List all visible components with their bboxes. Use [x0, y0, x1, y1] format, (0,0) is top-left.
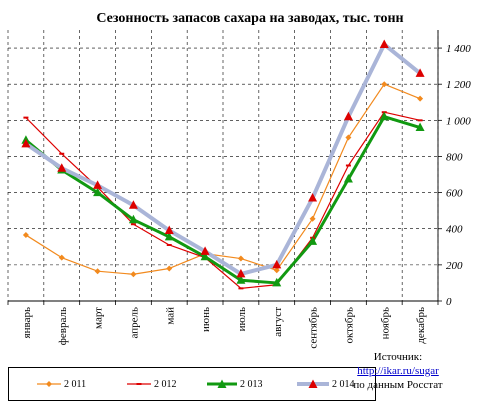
legend-item-2011: 2 011: [37, 368, 86, 400]
x-tick-label: август: [272, 307, 284, 337]
series-line-2011: [25, 83, 421, 275]
data-point-2013: [379, 111, 389, 121]
x-tick-label: ноябрь: [379, 307, 391, 339]
data-point-2011: [417, 95, 424, 102]
x-tick-label: октябрь: [343, 307, 355, 344]
data-point-2013: [128, 214, 138, 224]
data-point-2013: [236, 275, 246, 284]
y-tick-label: 400: [446, 224, 463, 236]
y-tick-label: 200: [446, 260, 463, 272]
x-tick-label: декабрь: [415, 307, 427, 344]
data-point-2014: [415, 68, 425, 77]
data-point-2012: [417, 119, 423, 122]
legend-swatch-2013: [207, 379, 237, 388]
data-point-2011: [94, 268, 101, 275]
data-point-2013: [415, 122, 425, 132]
y-tick-labels: 0 200 400 600 800 1 000 1 200 1 400: [446, 43, 471, 308]
data-point-2011: [381, 81, 388, 88]
legend-label-2012: 2 012: [154, 378, 177, 390]
legend-swatch-2011: [37, 381, 61, 387]
x-tick-label: сентябрь: [308, 307, 320, 349]
y-tick-label: 1 200: [446, 79, 471, 91]
x-tick-label: май: [164, 307, 176, 325]
x-tick-labels: январь февраль март апрель май июнь июль август…: [21, 307, 427, 349]
data-point-2011: [345, 134, 352, 141]
data-point-2011: [273, 267, 280, 274]
legend-swatch-2012: [127, 383, 151, 385]
data-point-2014: [164, 225, 174, 235]
y-tick-label: 800: [446, 151, 463, 163]
data-point-2014: [343, 111, 353, 121]
data-point-2011: [130, 271, 137, 278]
legend-label-2014: 2 014: [332, 378, 355, 390]
data-point-2014: [128, 200, 138, 209]
data-point-2013: [343, 174, 353, 183]
data-point-2012: [23, 116, 29, 119]
legend-swatch-2014: [297, 379, 329, 388]
x-tick-label: апрель: [128, 307, 140, 339]
axes: [7, 30, 442, 305]
data-point-2014: [21, 138, 31, 148]
data-point-2014: [57, 163, 67, 172]
y-tick-label: 1 400: [446, 43, 471, 55]
data-point-2014: [272, 259, 282, 269]
data-point-2012: [238, 287, 244, 290]
series-line-2014: [24, 42, 422, 276]
source-label: Источник:: [373, 351, 423, 363]
x-tick-label: июль: [236, 307, 248, 331]
data-point-2013: [93, 187, 103, 197]
data-point-2014: [93, 180, 103, 189]
data-point-2011: [237, 255, 244, 262]
data-point-2012: [166, 243, 172, 246]
legend-item-2012: 2 012: [127, 368, 177, 400]
data-point-2012: [345, 164, 351, 167]
data-point-2011: [22, 232, 29, 239]
legend-label-2011: 2 011: [64, 378, 87, 390]
data-point-2011: [309, 215, 316, 222]
data-point-2013: [272, 277, 282, 287]
data-point-2011: [166, 265, 173, 272]
data-point-2011: [58, 254, 65, 261]
data-point-2013: [164, 231, 174, 241]
x-tick-label: февраль: [57, 307, 69, 345]
x-tick-label: март: [93, 307, 105, 329]
data-point-2014: [200, 246, 210, 255]
series-lines: [24, 42, 422, 289]
series-line-2013: [24, 115, 421, 285]
legend-item-2013: 2 013: [207, 368, 263, 400]
data-point-2014: [308, 193, 318, 202]
y-tick-label: 0: [446, 296, 452, 308]
legend-label-2013: 2 013: [240, 378, 263, 390]
data-point-2014: [379, 39, 389, 48]
y-tick-label: 600: [446, 188, 463, 200]
x-tick-label: январь: [21, 307, 33, 338]
y-tick-label: 1 000: [446, 115, 471, 127]
data-point-2013: [308, 236, 318, 245]
source-note: Источник: http://ikar.ru/sugar по данным…: [338, 350, 458, 392]
source-attribution: по данным Росстат: [353, 379, 443, 391]
legend-item-2014: 2 014: [297, 368, 355, 400]
x-tick-label: июнь: [200, 307, 212, 332]
chart-title: Сезонность запасов сахара на заводах, ты…: [96, 11, 403, 26]
data-point-2014: [236, 268, 246, 278]
data-point-2013: [200, 251, 210, 261]
data-point-2012: [130, 223, 136, 226]
source-link[interactable]: http://ikar.ru/sugar: [357, 365, 439, 377]
series-markers: [21, 39, 425, 290]
legend: 2 011 2 012 2 013 2 014: [8, 367, 376, 401]
data-point-2012: [59, 152, 65, 155]
